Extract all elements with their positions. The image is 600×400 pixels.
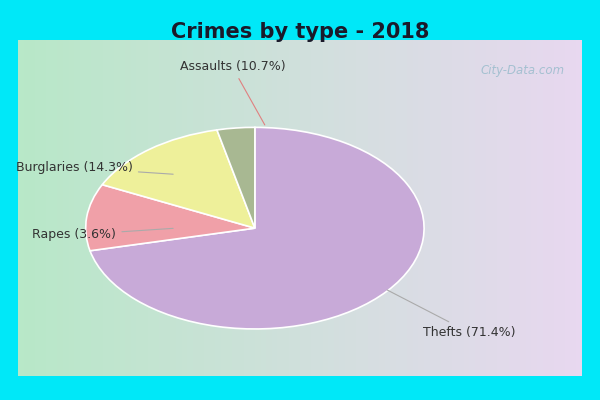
- Text: Assaults (10.7%): Assaults (10.7%): [179, 60, 285, 125]
- Text: Burglaries (14.3%): Burglaries (14.3%): [16, 161, 173, 174]
- Wedge shape: [90, 127, 424, 329]
- Text: Rapes (3.6%): Rapes (3.6%): [32, 228, 173, 241]
- Text: Crimes by type - 2018: Crimes by type - 2018: [171, 22, 429, 42]
- Text: City-Data.com: City-Data.com: [481, 64, 565, 76]
- Wedge shape: [86, 185, 255, 251]
- Wedge shape: [217, 127, 255, 228]
- Wedge shape: [102, 130, 255, 228]
- Text: Thefts (71.4%): Thefts (71.4%): [387, 290, 515, 339]
